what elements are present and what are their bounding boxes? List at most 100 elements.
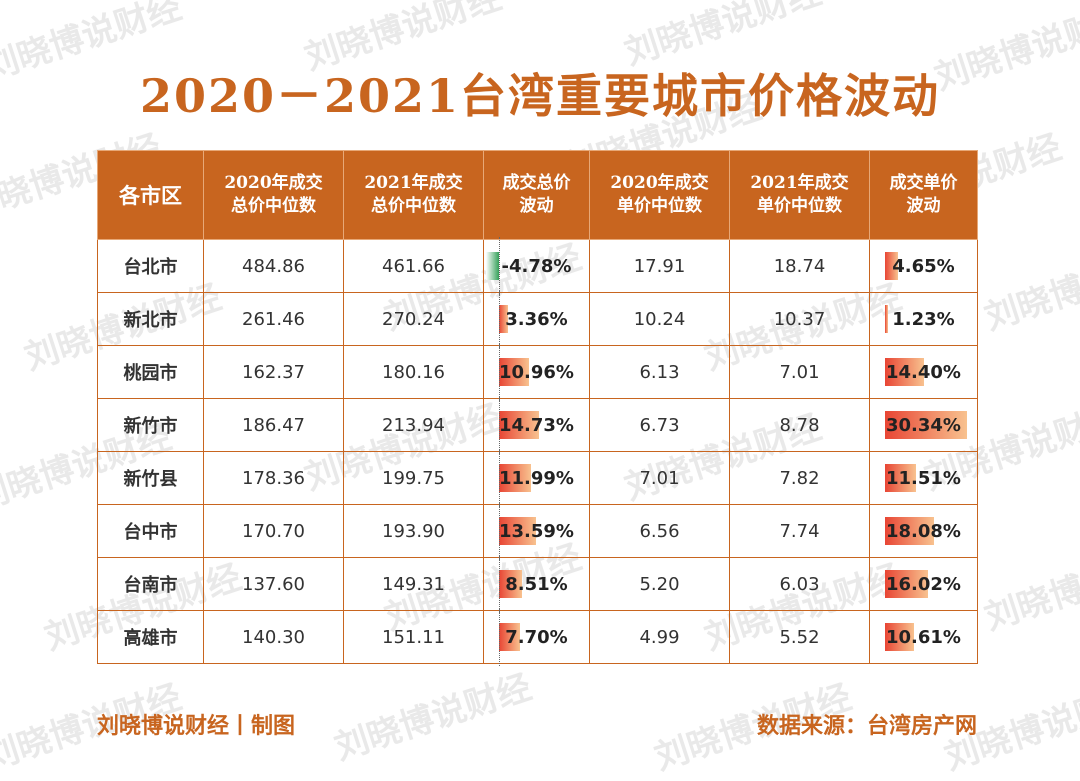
unit-change-cell-bar	[885, 517, 934, 545]
total-change-cell-label: 10.96%	[499, 361, 574, 383]
unit-change-cell-label: 11.51%	[886, 467, 961, 489]
table-row: 新竹市 186.47 213.94 14.73% 6.73 8.78 30.34%	[97, 396, 978, 454]
total-2020-cell: 170.70	[203, 504, 344, 558]
unit-2021-cell: 18.74	[729, 239, 870, 293]
table-row: 台中市 170.70 193.90 13.59% 6.56 7.74 18.08%	[97, 502, 978, 560]
total-change-cell-label: 14.73%	[499, 414, 574, 436]
col-header-city: 各市区	[97, 150, 204, 240]
unit-2020-cell: 4.99	[589, 610, 730, 664]
zero-axis-line	[499, 449, 500, 507]
unit-2021-cell: 7.01	[729, 345, 870, 399]
total-change-cell: 8.51%	[483, 555, 590, 613]
zero-axis-line	[499, 555, 500, 613]
total-change-cell-bar	[499, 464, 532, 492]
total-2021-cell: 180.16	[343, 345, 484, 399]
city-cell: 高雄市	[97, 610, 204, 664]
city-cell: 台南市	[97, 557, 204, 611]
unit-2021-cell: 7.74	[729, 504, 870, 558]
unit-change-cell: 10.61%	[869, 610, 978, 664]
total-2020-cell: 162.37	[203, 345, 344, 399]
zero-axis-line	[499, 502, 500, 560]
total-change-cell-label: 13.59%	[499, 520, 574, 542]
city-cell: 新竹市	[97, 398, 204, 452]
unit-2020-cell: 6.56	[589, 504, 730, 558]
total-change-cell-label: 3.36%	[505, 308, 568, 330]
col-header-unit-change: 成交单价 波动	[869, 150, 978, 240]
unit-change-cell: 30.34%	[869, 398, 978, 452]
unit-2020-cell: 17.91	[589, 239, 730, 293]
total-2021-cell: 270.24	[343, 292, 484, 346]
table-row: 新北市 261.46 270.24 3.36% 10.24 10.37 1.23%	[97, 290, 978, 348]
unit-2021-cell: 10.37	[729, 292, 870, 346]
total-change-cell-bar	[499, 570, 522, 598]
unit-change-cell: 11.51%	[869, 451, 978, 505]
total-change-cell-bar	[499, 305, 509, 333]
city-cell: 台中市	[97, 504, 204, 558]
total-change-cell-bar	[499, 411, 539, 439]
unit-2020-cell: 6.73	[589, 398, 730, 452]
total-change-cell-label: 11.99%	[499, 467, 574, 489]
col-header-total-change: 成交总价 波动	[483, 150, 590, 240]
unit-change-cell-label: 10.61%	[886, 626, 961, 648]
unit-2021-cell: 5.52	[729, 610, 870, 664]
unit-change-cell-label: 16.02%	[886, 573, 961, 595]
total-change-cell: 14.73%	[483, 396, 590, 454]
zero-axis-line	[499, 343, 500, 401]
city-cell: 桃园市	[97, 345, 204, 399]
unit-change-cell-label: 18.08%	[886, 520, 961, 542]
unit-2021-cell: 7.82	[729, 451, 870, 505]
unit-change-cell-bar	[885, 570, 929, 598]
city-cell: 新竹县	[97, 451, 204, 505]
total-change-cell-bar	[499, 623, 520, 651]
unit-change-cell-bar	[885, 623, 914, 651]
zero-axis-line	[499, 608, 500, 666]
total-change-cell: 10.96%	[483, 343, 590, 401]
unit-change-cell: 16.02%	[869, 557, 978, 611]
zero-axis-line	[499, 237, 500, 295]
city-cell: 新北市	[97, 292, 204, 346]
total-change-cell: -4.78%	[483, 237, 590, 295]
col-header-unit-2021: 2021年成交 单价中位数	[729, 150, 870, 240]
total-change-cell-label: 7.70%	[505, 626, 568, 648]
unit-change-cell-bar	[885, 252, 898, 280]
unit-2021-cell: 6.03	[729, 557, 870, 611]
zero-axis-line	[499, 290, 500, 348]
total-2021-cell: 151.11	[343, 610, 484, 664]
unit-change-cell-bar	[885, 358, 924, 386]
unit-change-cell-label: 4.65%	[892, 255, 955, 277]
total-2020-cell: 186.47	[203, 398, 344, 452]
total-2021-cell: 461.66	[343, 239, 484, 293]
col-header-total-2020: 2020年成交 总价中位数	[203, 150, 344, 240]
unit-2021-cell: 8.78	[729, 398, 870, 452]
unit-change-cell: 18.08%	[869, 504, 978, 558]
table-row: 桃园市 162.37 180.16 10.96% 6.13 7.01 14.40%	[97, 343, 978, 401]
unit-2020-cell: 7.01	[589, 451, 730, 505]
total-2020-cell: 261.46	[203, 292, 344, 346]
total-change-cell: 3.36%	[483, 290, 590, 348]
total-change-cell-bar	[499, 358, 529, 386]
footer-credit: 刘晓博说财经丨制图	[97, 713, 296, 739]
total-change-cell-bar	[499, 517, 536, 545]
total-change-cell-label: 8.51%	[505, 573, 568, 595]
total-2020-cell: 484.86	[203, 239, 344, 293]
header-row: 各市区 2020年成交 总价中位数 2021年成交 总价中位数 成交总价 波动 202…	[97, 150, 978, 240]
col-header-unit-2020: 2020年成交 单价中位数	[589, 150, 730, 240]
unit-change-cell-label: 1.23%	[892, 308, 955, 330]
unit-change-cell: 14.40%	[869, 345, 978, 399]
zero-axis-line	[499, 396, 500, 454]
footer-source: 数据来源：台湾房产网	[756, 713, 977, 739]
col-header-total-2021: 2021年成交 总价中位数	[343, 150, 484, 240]
unit-2020-cell: 6.13	[589, 345, 730, 399]
watermark-text: 刘晓博说财经	[979, 237, 1080, 339]
unit-change-cell-bar	[885, 411, 967, 439]
unit-change-cell: 1.23%	[869, 292, 978, 346]
city-cell: 台北市	[97, 239, 204, 293]
total-change-cell: 11.99%	[483, 449, 590, 507]
unit-change-cell-bar	[885, 305, 889, 333]
total-change-cell: 7.70%	[483, 608, 590, 666]
price-table: 各市区 2020年成交 总价中位数 2021年成交 总价中位数 成交总价 波动 202…	[97, 150, 978, 666]
total-2021-cell: 199.75	[343, 451, 484, 505]
table-row: 高雄市 140.30 151.11 7.70% 4.99 5.52 10.61%	[97, 608, 978, 666]
watermark-text: 刘晓博说财经	[329, 667, 537, 769]
total-change-cell-bar	[486, 252, 499, 280]
